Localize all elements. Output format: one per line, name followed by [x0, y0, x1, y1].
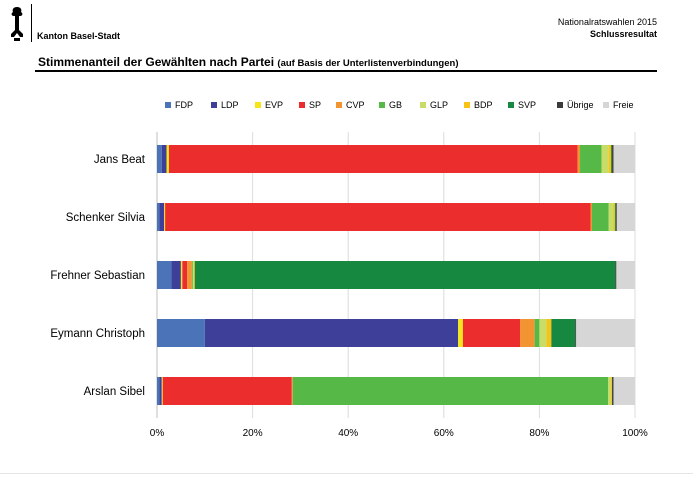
- legend-swatch: [508, 102, 514, 108]
- bar-segment-fdp: [157, 319, 205, 347]
- bar-segment-bdp: [546, 319, 552, 347]
- bar-segment-glp: [192, 261, 194, 289]
- bar-segment-sp: [165, 203, 591, 231]
- header-divider: [31, 4, 32, 42]
- bar-segment-bdp: [613, 203, 615, 231]
- bar-segment-bdp: [608, 145, 612, 173]
- x-tick-label: 60%: [434, 428, 454, 439]
- bar-segment-sp: [168, 145, 578, 173]
- bar-segment-glp: [608, 203, 614, 231]
- bar-segment-sp: [182, 261, 188, 289]
- org-name: Kanton Basel-Stadt: [37, 31, 121, 41]
- legend-swatch: [255, 102, 261, 108]
- bar-segment-cvp: [590, 203, 592, 231]
- legend-label: LDP: [221, 100, 239, 110]
- category-label: Eymann Christoph: [50, 328, 145, 340]
- footer-rule: [0, 473, 693, 474]
- x-tick-label: 0%: [150, 428, 165, 439]
- legend-swatch: [165, 102, 171, 108]
- chart-title: Stimmenanteil der Gewählten nach Partei …: [38, 55, 458, 69]
- legend-label: GLP: [430, 100, 448, 110]
- report-info: Nationalratswahlen 2015 Schlussresultat: [558, 16, 657, 40]
- legend-swatch: [299, 102, 305, 108]
- bar-segment-ldp: [159, 203, 165, 231]
- bar-segment--brige: [612, 377, 614, 405]
- legend-label: FDP: [175, 100, 193, 110]
- legend-label: CVP: [346, 100, 365, 110]
- bar-segment-svp: [194, 261, 616, 289]
- bar-segment--brige: [615, 203, 617, 231]
- bar-segment-glp: [601, 145, 609, 173]
- bar-segment--brige: [575, 319, 577, 347]
- category-label: Jans Beat: [94, 154, 146, 166]
- legend-label: EVP: [265, 100, 283, 110]
- bar-segment-evp: [164, 203, 166, 231]
- bar-segment--brige: [615, 261, 617, 289]
- bar-segment-svp: [614, 203, 616, 231]
- legend-swatch: [603, 102, 609, 108]
- chart-title-main: Stimmenanteil der Gewählten nach Partei: [38, 55, 275, 69]
- x-tick-label: 40%: [338, 428, 358, 439]
- legend-label: GB: [389, 100, 402, 110]
- bar-segment-fdp: [157, 261, 172, 289]
- bar-segment-bdp: [611, 377, 613, 405]
- bar-segment-glp: [539, 319, 547, 347]
- bar-segment-fdp: [157, 377, 160, 405]
- bar-segment-fdp: [157, 203, 160, 231]
- bar-segment-gb: [191, 261, 193, 289]
- bar-segment-glp: [608, 377, 612, 405]
- legend-swatch: [420, 102, 426, 108]
- bar-segment-ldp: [159, 377, 162, 405]
- bar-segment-evp: [458, 319, 463, 347]
- category-label: Frehner Sebastian: [50, 270, 145, 282]
- title-rule: [35, 70, 657, 72]
- bar-segment-cvp: [577, 145, 581, 173]
- category-label: Schenker Silvia: [66, 212, 146, 224]
- bar-segment-evp: [161, 377, 163, 405]
- x-tick-label: 100%: [622, 428, 648, 439]
- bar-segment-ldp: [204, 319, 459, 347]
- bar-segment-sp: [162, 377, 292, 405]
- bar-segment-evp: [180, 261, 183, 289]
- x-tick-label: 80%: [529, 428, 549, 439]
- legend-label: SVP: [518, 100, 536, 110]
- legend-swatch: [336, 102, 342, 108]
- bar-segment-freie: [576, 319, 635, 347]
- bar-segment-gb: [534, 319, 540, 347]
- bar-segment-ldp: [171, 261, 181, 289]
- bar-segment-svp: [551, 319, 576, 347]
- bar-segment-freie: [616, 203, 635, 231]
- x-tick-label: 20%: [243, 428, 263, 439]
- bar-segment-ldp: [161, 145, 167, 173]
- legend-label: SP: [309, 100, 321, 110]
- legend-label: BDP: [474, 100, 493, 110]
- bar-segment-freie: [613, 377, 635, 405]
- bar-segment-gb: [580, 145, 602, 173]
- bar-segment-fdp: [157, 145, 162, 173]
- bar-segment-svp: [611, 145, 613, 173]
- basel-staff-logo: [11, 7, 23, 41]
- bar-segment-cvp: [520, 319, 535, 347]
- legend-swatch: [557, 102, 563, 108]
- bar-segment-evp: [166, 145, 169, 173]
- bar-segment-bdp: [193, 261, 195, 289]
- bar-segment-sp: [462, 319, 521, 347]
- bar-segment--brige: [612, 145, 614, 173]
- bar-segment-cvp: [187, 261, 192, 289]
- legend-swatch: [379, 102, 385, 108]
- legend-label: Übrige: [567, 100, 594, 110]
- report-status: Schlussresultat: [589, 29, 657, 39]
- chart-title-note: (auf Basis der Unterlistenverbindungen): [277, 58, 459, 69]
- bar-segment-cvp: [291, 377, 293, 405]
- legend-swatch: [464, 102, 470, 108]
- bar-segment-freie: [616, 261, 635, 289]
- report-name: Nationalratswahlen 2015: [557, 17, 657, 27]
- bar-segment-gb: [591, 203, 609, 231]
- bar-segment-gb: [292, 377, 609, 405]
- category-label: Arslan Sibel: [84, 386, 145, 398]
- legend-swatch: [211, 102, 217, 108]
- bar-segment-freie: [613, 145, 635, 173]
- legend-label: Freie: [613, 100, 634, 110]
